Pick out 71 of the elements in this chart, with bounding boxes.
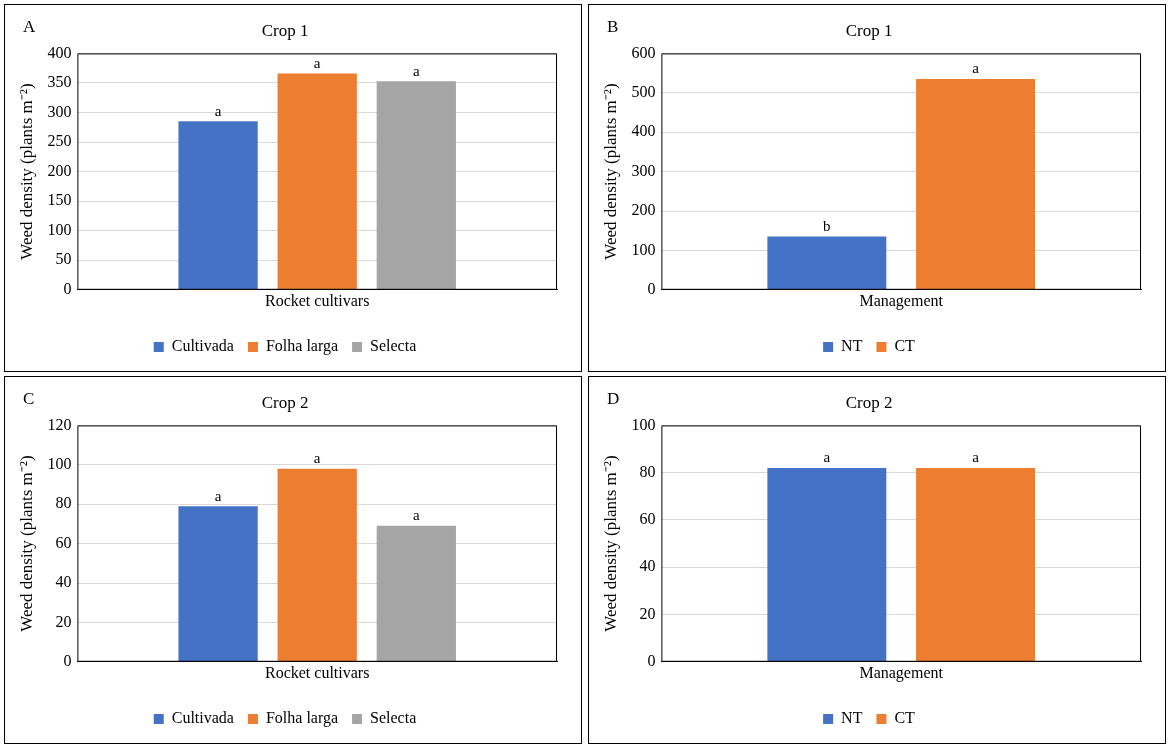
y-tick-label: 0 bbox=[63, 652, 72, 669]
x-axis-title: Rocket cultivars bbox=[264, 663, 370, 681]
y-tick-label: 50 bbox=[55, 250, 72, 268]
y-tick-label: 400 bbox=[47, 43, 72, 61]
y-tick-label: 400 bbox=[631, 122, 656, 140]
legend-label: Cultivada bbox=[171, 337, 234, 355]
data-label: a bbox=[214, 102, 222, 119]
data-label: a bbox=[412, 507, 420, 524]
data-label: a bbox=[972, 60, 980, 77]
legend-label: Selecta bbox=[370, 337, 417, 355]
text: B bbox=[607, 16, 619, 36]
chart-title: Crop 2 bbox=[845, 392, 893, 412]
bar bbox=[277, 73, 357, 290]
legend-label: CT bbox=[894, 337, 916, 355]
legend-label: Folha larga bbox=[265, 709, 339, 728]
legend-label: Selecta bbox=[370, 709, 417, 727]
text: C bbox=[23, 388, 35, 408]
y-axis-title: Weed density (plants m⁻²) bbox=[16, 455, 36, 632]
chart-title: Crop 1 bbox=[845, 20, 893, 40]
y-axis-title: Weed density (plants m⁻²) bbox=[16, 83, 36, 260]
bar bbox=[376, 525, 456, 662]
data-label: a bbox=[412, 62, 420, 79]
data-label: b bbox=[823, 218, 831, 235]
y-tick-label: 40 bbox=[55, 573, 72, 591]
bar bbox=[178, 121, 258, 290]
x-axis-title: Management bbox=[859, 663, 944, 682]
data-label: a bbox=[972, 449, 980, 466]
legend-label: Cultivada bbox=[171, 709, 234, 727]
y-tick-label: 80 bbox=[639, 462, 656, 480]
bar bbox=[277, 468, 357, 662]
y-tick-label: 600 bbox=[631, 43, 656, 61]
y-tick-label: 250 bbox=[47, 132, 72, 150]
y-tick-label: 300 bbox=[47, 102, 72, 120]
y-axis-title: Weed density (plants m⁻²) bbox=[600, 455, 620, 632]
text: D bbox=[607, 388, 620, 408]
legend-label: Folha larga bbox=[265, 337, 339, 356]
y-tick-label: 60 bbox=[639, 510, 656, 528]
y-tick-label: 60 bbox=[55, 533, 72, 551]
y-tick-label: 150 bbox=[47, 191, 72, 209]
y-tick-label: 20 bbox=[639, 604, 656, 622]
legend-label: NT bbox=[841, 709, 863, 727]
y-tick-label: 80 bbox=[55, 494, 72, 512]
y-tick-label: 100 bbox=[47, 455, 72, 472]
y-tick-label: 0 bbox=[647, 652, 656, 669]
x-axis-title: Management bbox=[859, 291, 944, 310]
data-label: a bbox=[214, 487, 222, 504]
y-tick-label: 100 bbox=[631, 240, 656, 258]
data-label: a bbox=[823, 449, 831, 466]
bar bbox=[178, 506, 258, 662]
chart-title: Crop 2 bbox=[261, 392, 309, 412]
data-label: a bbox=[313, 450, 321, 467]
y-axis-title: Weed density (plants m⁻²) bbox=[600, 83, 620, 260]
y-tick-label: 0 bbox=[63, 280, 72, 297]
chart-title: Crop 1 bbox=[261, 20, 309, 40]
y-tick-label: 200 bbox=[631, 201, 656, 219]
data-label: a bbox=[313, 54, 321, 71]
y-tick-label: 100 bbox=[631, 415, 656, 433]
y-tick-label: 500 bbox=[631, 83, 656, 100]
y-tick-label: 350 bbox=[47, 73, 72, 91]
y-tick-label: 120 bbox=[47, 415, 72, 433]
bar bbox=[376, 81, 456, 290]
legend-label: NT bbox=[841, 337, 863, 355]
y-tick-label: 300 bbox=[631, 161, 656, 179]
y-tick-label: 40 bbox=[639, 557, 656, 575]
y-tick-label: 200 bbox=[47, 161, 72, 179]
x-axis-title: Rocket cultivars bbox=[264, 291, 370, 309]
y-tick-label: 20 bbox=[55, 612, 72, 630]
text: A bbox=[23, 16, 36, 36]
y-tick-label: 100 bbox=[47, 220, 72, 238]
y-tick-label: 0 bbox=[647, 280, 656, 297]
legend-label: CT bbox=[894, 709, 916, 727]
